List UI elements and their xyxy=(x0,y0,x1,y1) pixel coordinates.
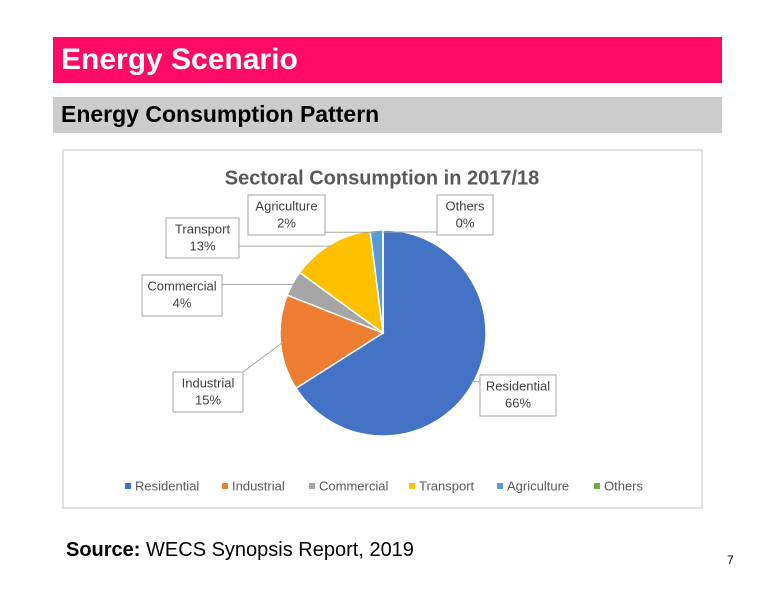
chart-title: Sectoral Consumption in 2017/18 xyxy=(225,167,540,189)
callout-box xyxy=(165,217,240,259)
callout-box xyxy=(479,374,557,417)
subtitle-bar xyxy=(53,97,722,133)
callout-category: Industrial xyxy=(182,375,235,390)
pie-slice xyxy=(298,229,384,335)
legend-label: Residential xyxy=(135,478,199,493)
leader-line xyxy=(242,342,283,373)
callout-category: Commercial xyxy=(147,278,216,293)
pie-chart: Residential 66% Industrial 15% Commercial 4% T… xyxy=(125,194,644,493)
source-text: WECS Synopsis Report, 2019 xyxy=(146,539,414,561)
callout-box xyxy=(247,194,326,236)
legend-marker xyxy=(125,483,131,489)
legend-marker xyxy=(309,483,315,489)
legend-label: Agriculture xyxy=(507,478,569,493)
callout-value: 0% xyxy=(456,215,475,230)
callout-value: 13% xyxy=(189,238,215,253)
pie-slice xyxy=(294,229,487,437)
callout-value: 4% xyxy=(173,295,192,310)
legend-marker xyxy=(594,483,600,489)
callout-box xyxy=(172,371,244,413)
legend-label: Others xyxy=(604,478,644,493)
callout-box xyxy=(141,274,223,317)
legend-marker xyxy=(222,483,228,489)
legend-label: Commercial xyxy=(319,478,388,493)
source-label: Source: xyxy=(66,539,140,561)
callout-category: Agriculture xyxy=(255,198,317,213)
callout-category: Transport xyxy=(175,221,231,236)
callout-value: 2% xyxy=(277,215,296,230)
callout-value: 66% xyxy=(505,395,531,410)
source: Source: WECS Synopsis Report, 2019 xyxy=(66,539,414,561)
page-number: 7 xyxy=(727,553,734,567)
legend-marker xyxy=(497,483,503,489)
legend-label: Industrial xyxy=(232,478,285,493)
slide-title: Energy Scenario xyxy=(61,43,298,76)
legend-label: Transport xyxy=(419,478,475,493)
title-bar xyxy=(53,37,722,83)
pie-slice xyxy=(279,294,385,390)
slide-subtitle: Energy Consumption Pattern xyxy=(61,101,379,127)
callout-box xyxy=(436,194,494,236)
callout-value: 15% xyxy=(195,392,221,407)
callout-category: Residential xyxy=(486,378,550,393)
callout-category: Others xyxy=(445,198,485,213)
legend-marker xyxy=(409,483,415,489)
